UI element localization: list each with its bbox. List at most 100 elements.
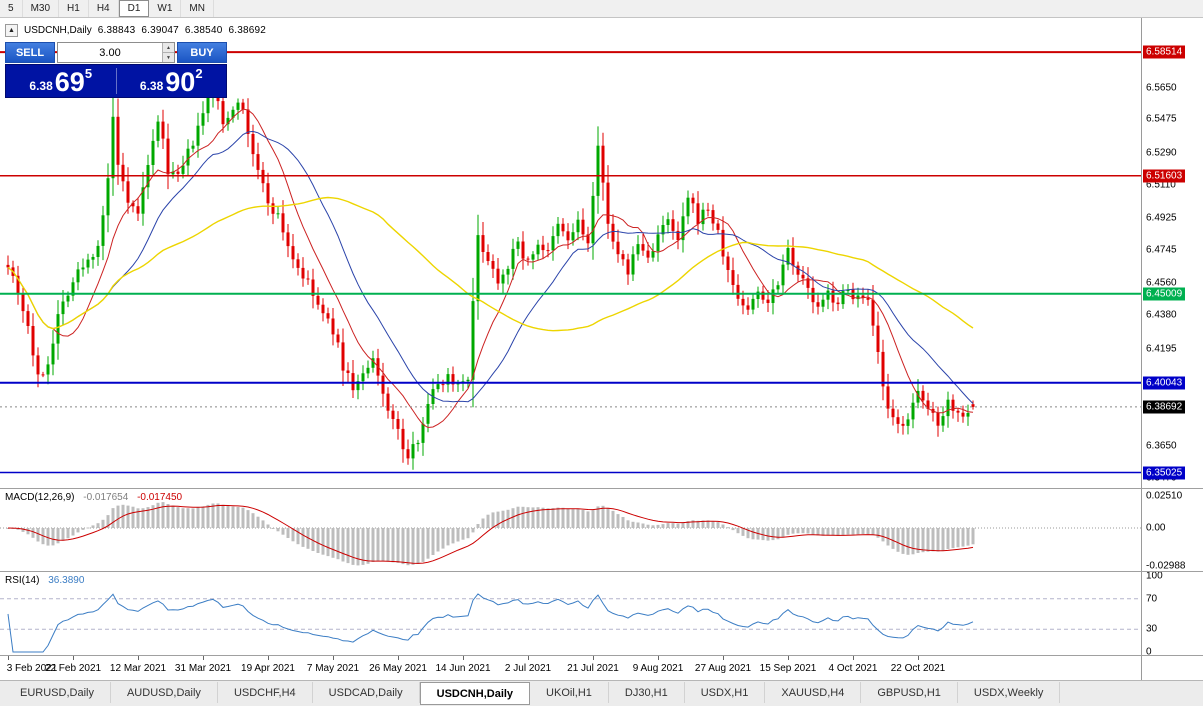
time-axis-tick bbox=[268, 656, 269, 660]
rsi-axis-label: 70 bbox=[1146, 593, 1158, 605]
volume-spinner: ▲ ▼ bbox=[162, 43, 174, 62]
chart-tab-usdx-weekly[interactable]: USDX,Weekly bbox=[958, 682, 1061, 703]
volume-input[interactable]: 3.00 ▲ ▼ bbox=[57, 42, 175, 63]
ohlc-low: 6.38540 bbox=[184, 25, 223, 36]
chart-tab-bar: EURUSD,Daily AUDUSD,Daily USDCHF,H4 USDCAD,… bbox=[0, 680, 1203, 706]
date-label: 31 Mar 2021 bbox=[174, 663, 232, 674]
timeframe-button-5[interactable]: 5 bbox=[0, 0, 23, 17]
date-label: 22 Feb 2021 bbox=[44, 663, 102, 674]
macd-label: MACD(12,26,9) bbox=[5, 492, 75, 503]
time-axis-tick bbox=[398, 656, 399, 660]
date-label: 27 Aug 2021 bbox=[694, 663, 752, 674]
price-axis-label: 6.4195 bbox=[1146, 343, 1177, 355]
price-axis-label: 6.5650 bbox=[1146, 82, 1177, 94]
date-label: 2 Jul 2021 bbox=[504, 663, 552, 674]
rsi-canvas[interactable] bbox=[0, 572, 1141, 655]
ohlc-open: 6.38843 bbox=[97, 25, 136, 36]
time-axis-tick bbox=[73, 656, 74, 660]
chart-tab-audusd-daily[interactable]: AUDUSD,Daily bbox=[111, 682, 218, 703]
buy-price-pip: 2 bbox=[195, 66, 203, 81]
macd-indicator-panel[interactable]: MACD(12,26,9) -0.017654 -0.017450 bbox=[0, 489, 1141, 571]
chart-tab-gbpusd-h1[interactable]: GBPUSD,H1 bbox=[861, 682, 958, 703]
macd-axis-label: -0.02988 bbox=[1146, 560, 1186, 572]
price-level-badge: 6.45009 bbox=[1143, 287, 1186, 301]
rsi-indicator-panel[interactable]: RSI(14) 36.3890 bbox=[0, 572, 1141, 655]
chart-tab-eurusd-daily[interactable]: EURUSD,Daily bbox=[4, 682, 111, 703]
timeframe-button-m30[interactable]: M30 bbox=[23, 0, 60, 17]
price-axis-label: 6.4560 bbox=[1146, 277, 1177, 289]
date-label: 21 Jul 2021 bbox=[567, 663, 619, 674]
panel-separator bbox=[0, 655, 1203, 656]
price-axis-label: 6.4745 bbox=[1146, 244, 1177, 256]
timeframe-button-d1[interactable]: D1 bbox=[118, 0, 150, 17]
time-axis-tick bbox=[463, 656, 464, 660]
rsi-axis-label: 100 bbox=[1146, 570, 1163, 582]
timeframe-button-w1[interactable]: W1 bbox=[149, 0, 182, 17]
sell-price-prefix: 6.38 bbox=[29, 79, 53, 93]
macd-axis-label: 0.00 bbox=[1146, 522, 1166, 534]
chart-tab-usdchf-h4[interactable]: USDCHF,H4 bbox=[218, 682, 313, 703]
price-divider bbox=[115, 68, 117, 94]
ohlc-high: 6.39047 bbox=[141, 25, 179, 36]
buy-price-big: 90 bbox=[165, 67, 196, 98]
time-axis-tick bbox=[788, 656, 789, 660]
date-label: 7 May 2021 bbox=[306, 663, 360, 674]
rsi-label: RSI(14) bbox=[5, 575, 40, 586]
price-axis-label: 6.4380 bbox=[1146, 309, 1177, 321]
date-label: 9 Aug 2021 bbox=[632, 663, 684, 674]
rsi-value: 36.3890 bbox=[48, 575, 85, 586]
macd-axis-label: 0.02510 bbox=[1146, 490, 1183, 502]
chart-tab-dj30-h1[interactable]: DJ30,H1 bbox=[609, 682, 685, 703]
chart-tab-usdcnh-daily[interactable]: USDCNH,Daily bbox=[419, 682, 531, 705]
price-axis-label: 6.3650 bbox=[1146, 440, 1177, 452]
time-axis-tick bbox=[723, 656, 724, 660]
buy-price-display[interactable]: 6.38 90 2 bbox=[117, 65, 227, 97]
date-label: 15 Sep 2021 bbox=[759, 663, 817, 674]
time-axis-tick bbox=[658, 656, 659, 660]
macd-canvas[interactable] bbox=[0, 489, 1141, 571]
volume-value[interactable]: 3.00 bbox=[99, 46, 121, 59]
timeframe-button-h4[interactable]: H4 bbox=[89, 0, 119, 17]
chart-tab-xauusd-h4[interactable]: XAUUSD,H4 bbox=[765, 682, 862, 703]
bid-ask-display: 6.38 69 5 6.38 90 2 bbox=[5, 64, 227, 98]
chart-tab-usdx-h1[interactable]: USDX,H1 bbox=[685, 682, 766, 703]
date-label: 19 Apr 2021 bbox=[241, 663, 295, 674]
macd-main-value: -0.017654 bbox=[83, 492, 129, 503]
macd-signal-value: -0.017450 bbox=[137, 492, 183, 503]
price-axis-label: 6.5110 bbox=[1146, 179, 1176, 191]
chart-tab-ukoil-h1[interactable]: UKOil,H1 bbox=[530, 682, 609, 703]
volume-decrease-button[interactable]: ▼ bbox=[163, 53, 174, 62]
price-axis[interactable]: 6.5650 6.5475 6.5290 6.5110 6.4925 6.4745 6.45… bbox=[1141, 18, 1203, 680]
date-label: 12 Mar 2021 bbox=[109, 663, 167, 674]
sell-price-display[interactable]: 6.38 69 5 bbox=[6, 65, 116, 97]
rsi-header: RSI(14) 36.3890 bbox=[5, 575, 84, 586]
price-axis-label: 6.5290 bbox=[1146, 147, 1177, 159]
sell-price-pip: 5 bbox=[84, 66, 93, 81]
chart-workspace: ▲ USDCNH,Daily 6.38843 6.39047 6.38540 6… bbox=[0, 18, 1203, 680]
date-label: 4 Oct 2021 bbox=[828, 663, 878, 674]
time-axis-tick bbox=[853, 656, 854, 660]
price-chart-canvas[interactable] bbox=[0, 18, 1141, 488]
date-label: 14 Jun 2021 bbox=[435, 663, 491, 674]
timeframe-button-mn[interactable]: MN bbox=[181, 0, 214, 17]
panel-separator[interactable] bbox=[0, 488, 1203, 489]
buy-button[interactable]: BUY bbox=[177, 42, 227, 63]
sell-price-big: 69 bbox=[54, 67, 85, 98]
price-chart-panel[interactable]: ▲ USDCNH,Daily 6.38843 6.39047 6.38540 6… bbox=[0, 18, 1141, 488]
timeframe-toolbar: 5 M30 H1 H4 D1 W1 MN bbox=[0, 0, 1203, 18]
time-axis-tick bbox=[203, 656, 204, 660]
macd-header: MACD(12,26,9) -0.017654 -0.017450 bbox=[5, 492, 182, 503]
chart-tab-usdcad-daily[interactable]: USDCAD,Daily bbox=[313, 682, 420, 703]
timeframe-button-h1[interactable]: H1 bbox=[59, 0, 89, 17]
sell-button[interactable]: SELL bbox=[5, 42, 55, 63]
date-label: 26 May 2021 bbox=[369, 663, 427, 674]
time-axis-tick bbox=[8, 656, 9, 660]
time-axis[interactable]: 3 Feb 2021 22 Feb 2021 12 Mar 2021 31 Mar 2… bbox=[0, 656, 1141, 680]
ohlc-close: 6.38692 bbox=[228, 25, 267, 36]
panel-separator[interactable] bbox=[0, 571, 1203, 572]
collapse-trade-panel-button[interactable]: ▲ bbox=[5, 24, 18, 37]
price-level-badge: 6.40043 bbox=[1143, 376, 1186, 390]
volume-increase-button[interactable]: ▲ bbox=[163, 43, 174, 53]
one-click-trade-panel: SELL 3.00 ▲ ▼ BUY 6.38 69 5 bbox=[5, 42, 227, 98]
